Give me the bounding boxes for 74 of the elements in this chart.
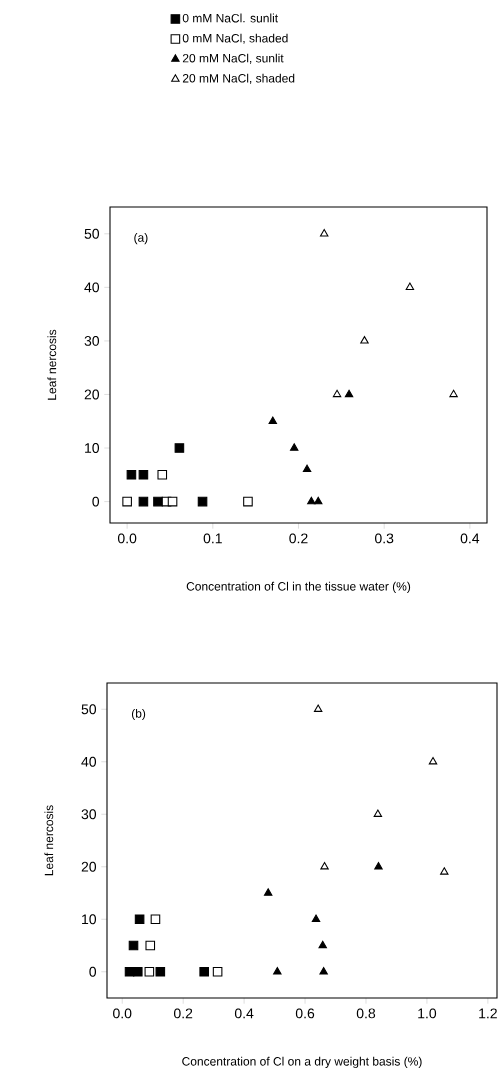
point bbox=[302, 464, 312, 473]
point bbox=[243, 496, 253, 507]
point bbox=[268, 416, 278, 424]
x-tick-label: 0.3 bbox=[374, 533, 394, 544]
point bbox=[126, 470, 137, 480]
point bbox=[199, 966, 209, 977]
point bbox=[428, 756, 438, 765]
point bbox=[150, 914, 161, 925]
y-tick-label: 10 bbox=[85, 443, 100, 453]
x-tick-label: 0.2 bbox=[173, 1008, 193, 1019]
point bbox=[134, 914, 145, 925]
point bbox=[212, 966, 223, 977]
x-tick-label: 0.6 bbox=[295, 1008, 315, 1019]
annotation: (b) bbox=[131, 708, 146, 721]
y-tick-label: 20 bbox=[81, 861, 97, 872]
point bbox=[374, 861, 383, 870]
point bbox=[167, 496, 178, 507]
point bbox=[311, 914, 321, 922]
x-tick-label: 1.0 bbox=[418, 1008, 437, 1019]
point bbox=[138, 470, 149, 480]
point bbox=[273, 966, 282, 975]
point bbox=[157, 470, 168, 480]
x-tick-label: 1.2 bbox=[479, 1008, 497, 1019]
x-tick-label: 0.8 bbox=[356, 1008, 376, 1019]
y-tick-label: 50 bbox=[81, 704, 97, 715]
y-tick-label: 0 bbox=[89, 966, 97, 977]
y-axis-title: Leaf nercosis bbox=[47, 329, 57, 400]
y-tick-label: 30 bbox=[81, 809, 97, 820]
point bbox=[373, 809, 383, 817]
legend-label: 20 mM NaCl, shaded bbox=[182, 73, 295, 84]
point bbox=[289, 443, 299, 451]
point bbox=[153, 496, 163, 507]
y-tick-label: 30 bbox=[84, 335, 100, 346]
point bbox=[318, 940, 327, 949]
point bbox=[332, 389, 342, 398]
x-tick-label: 0.4 bbox=[234, 1008, 254, 1019]
legend-label: 20 mM NaCl, sunlit bbox=[182, 53, 284, 64]
y-tick-label: 10 bbox=[82, 914, 97, 925]
point bbox=[320, 861, 329, 870]
x-tick-label: 0.2 bbox=[289, 533, 308, 544]
x-tick-label: 0.0 bbox=[113, 1008, 132, 1019]
point bbox=[319, 966, 328, 975]
y-tick-label: 50 bbox=[84, 228, 100, 239]
point bbox=[307, 496, 316, 505]
x-axis-title: Concentration of Cl on a dry weight basis (%) bbox=[182, 1056, 422, 1068]
x-tick-label: 0.1 bbox=[203, 533, 222, 544]
point bbox=[263, 888, 273, 896]
point bbox=[360, 336, 369, 344]
point bbox=[344, 389, 354, 398]
annotation: (a) bbox=[134, 233, 148, 245]
point bbox=[405, 282, 415, 291]
point bbox=[145, 940, 156, 951]
legend-label: 0 mM NaCl. sunlit bbox=[182, 13, 279, 23]
point bbox=[197, 496, 208, 507]
legend-label: 0 mM NaCl, shaded bbox=[182, 33, 288, 44]
x-axis-title: Concentration of Cl in the tissue water (%) bbox=[186, 581, 411, 593]
point bbox=[449, 389, 458, 398]
point bbox=[138, 496, 149, 507]
point bbox=[174, 443, 185, 453]
point bbox=[155, 966, 166, 977]
y-tick-label: 40 bbox=[81, 756, 97, 767]
point bbox=[122, 496, 132, 507]
x-tick-label: 0.4 bbox=[460, 533, 480, 544]
y-axis-title: Leaf nercosis bbox=[44, 805, 54, 876]
point bbox=[313, 496, 323, 505]
point bbox=[319, 228, 329, 237]
x-tick-label: 0.0 bbox=[117, 533, 137, 544]
y-tick-label: 0 bbox=[92, 496, 100, 507]
y-tick-label: 20 bbox=[84, 389, 100, 400]
point bbox=[440, 867, 449, 875]
point bbox=[132, 966, 143, 977]
point bbox=[313, 704, 323, 712]
point bbox=[144, 966, 155, 977]
y-tick-label: 40 bbox=[84, 282, 100, 293]
